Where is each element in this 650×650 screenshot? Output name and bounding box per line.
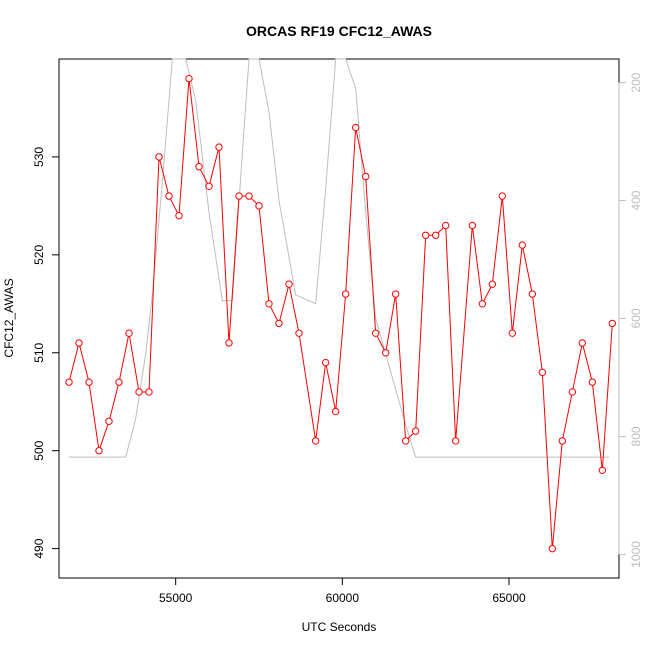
data-point [235, 192, 243, 200]
primary-series-line [68, 78, 613, 549]
data-point [468, 221, 477, 230]
y-tick-label: 510 [32, 342, 46, 362]
data-point [125, 329, 133, 337]
x-tick-label: 65000 [492, 591, 526, 605]
y2-tick-label: 400 [629, 190, 643, 210]
chart-title: ORCAS RF19 CFC12_AWAS [246, 23, 432, 39]
y-tick-label: 490 [32, 538, 46, 558]
data-point [401, 437, 410, 445]
y2-tick-label: 800 [629, 426, 643, 446]
y2-axis: 200 400 600 800 1000 [618, 72, 643, 568]
data-point [75, 339, 83, 347]
data-point [295, 329, 303, 337]
data-point [411, 427, 420, 435]
data-point [518, 241, 527, 249]
y-tick-label: 530 [32, 147, 46, 167]
data-point [135, 388, 143, 396]
data-point [115, 378, 123, 386]
data-point [255, 202, 263, 210]
data-point [215, 143, 223, 151]
data-point [185, 74, 193, 83]
y-axis: 490 500 510 520 530 [32, 147, 60, 559]
data-point [85, 378, 93, 386]
x-tick-label: 60000 [326, 591, 360, 605]
data-point [538, 368, 547, 377]
data-point [371, 329, 380, 337]
data-point [311, 437, 320, 445]
y2-tick-label: 1000 [629, 541, 643, 568]
data-point [441, 221, 450, 230]
data-point [588, 378, 597, 386]
data-point [105, 417, 113, 426]
data-point [608, 319, 617, 328]
primary-series-layer [65, 74, 617, 553]
data-point [361, 172, 370, 181]
data-point [558, 437, 567, 445]
x-axis-label: UTC Seconds [302, 620, 377, 634]
data-point [205, 182, 213, 191]
data-point [95, 446, 103, 455]
secondary-series-layer [69, 58, 609, 458]
y-tick-label: 500 [32, 440, 46, 460]
secondary-series-line [69, 58, 609, 458]
data-point [285, 280, 293, 288]
data-point [508, 329, 517, 337]
data-point [488, 280, 497, 288]
data-point [381, 349, 390, 357]
data-point [245, 192, 253, 200]
y2-tick-label: 200 [629, 72, 643, 92]
data-point [451, 437, 460, 445]
data-point [331, 407, 340, 416]
data-point [145, 388, 153, 396]
data-point [165, 192, 173, 200]
data-point [431, 231, 440, 239]
data-point [548, 544, 557, 553]
data-point [321, 358, 330, 367]
data-point [391, 290, 400, 298]
data-point [275, 319, 283, 328]
x-tick-label: 55000 [159, 591, 193, 605]
data-point [155, 153, 163, 161]
data-point [498, 192, 507, 200]
data-point [528, 290, 537, 298]
data-point [578, 339, 587, 347]
x-axis: 55000 60000 65000 [159, 577, 526, 605]
data-point [265, 300, 273, 308]
data-point [225, 339, 233, 347]
data-point [195, 163, 203, 171]
y2-tick-label: 600 [629, 308, 643, 328]
data-point [341, 290, 350, 298]
data-point [421, 231, 430, 239]
data-point [568, 388, 577, 396]
y-axis-label: CFC12_AWAS [2, 278, 16, 357]
data-point [351, 123, 360, 132]
data-point [65, 378, 73, 386]
data-point [598, 466, 607, 474]
data-point [175, 211, 183, 220]
y-tick-label: 520 [32, 245, 46, 265]
data-point [478, 300, 487, 308]
